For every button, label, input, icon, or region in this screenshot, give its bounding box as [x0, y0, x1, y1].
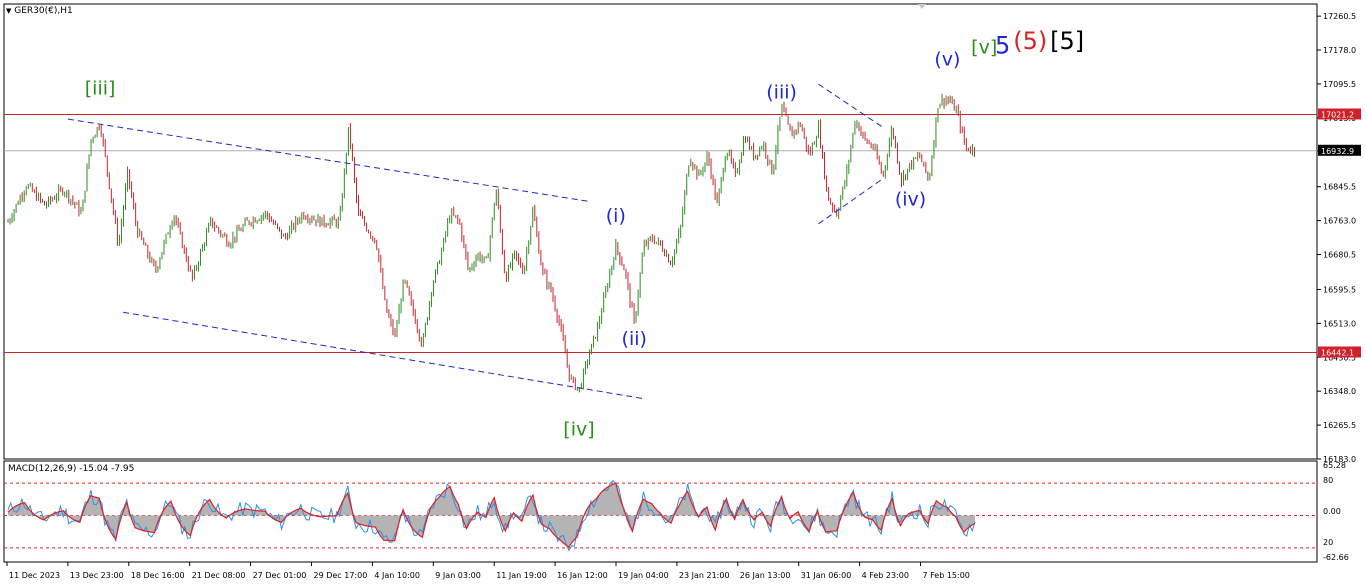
wave-label: 5 [995, 31, 1010, 59]
trendline[interactable] [818, 83, 884, 128]
wave-label: (5) [1013, 27, 1047, 55]
time-tick-label: 19 Jan 04:00 [618, 571, 669, 580]
time-tick-label: 18 Dec 16:00 [131, 571, 185, 580]
trendline[interactable] [123, 311, 644, 400]
wave-label: [iv] [563, 419, 594, 441]
price-label-box [1318, 144, 1361, 156]
time-tick-label: 4 Jan 10:00 [374, 571, 420, 580]
time-tick-label: 26 Jan 13:00 [740, 571, 791, 580]
price-tick-label: 16595.5 [1323, 285, 1356, 294]
price-tick-label: 16265.5 [1323, 421, 1356, 430]
main-price-panel[interactable]: 17260.517178.017095.517013.016932.916845… [3, 3, 1361, 464]
trendline[interactable] [818, 178, 884, 225]
time-tick-label: 23 Jan 21:00 [679, 571, 730, 580]
price-tick-label: 16430.5 [1323, 353, 1356, 362]
price-label-box [1318, 108, 1361, 120]
macd-tick-label: 65.28 [1323, 461, 1346, 470]
price-tick-label: 17178.0 [1323, 46, 1356, 55]
symbol-timeframe-label: GER30(€),H1 [14, 6, 73, 16]
time-tick-label: 9 Jan 03:00 [435, 571, 481, 580]
wave-label: (i) [606, 205, 626, 227]
wave-label: (iv) [895, 188, 926, 210]
time-tick-label: 4 Feb 23:00 [862, 571, 909, 580]
macd-tick-label: 80 [1323, 476, 1333, 485]
price-label-text: 16932.9 [1321, 147, 1354, 156]
chart-title: ▼ GER30(€),H1 [6, 6, 73, 16]
time-axis: 11 Dec 2023 13 Dec 23:00 18 Dec 16:00 21 De… [6, 562, 970, 580]
price-label-box [1318, 346, 1361, 358]
price-tick-label: 17260.5 [1323, 12, 1356, 21]
time-tick-label: 11 Dec 2023 [9, 571, 60, 580]
price-tick-label: 16513.0 [1323, 319, 1356, 328]
time-tick-label: 13 Dec 23:00 [70, 571, 124, 580]
time-tick-label: 7 Feb 15:00 [923, 571, 970, 580]
price-tick-label: 16763.0 [1323, 217, 1356, 226]
price-plot-frame [3, 3, 1318, 460]
macd-histogram [8, 483, 975, 547]
time-tick-label: 11 Jan 19:00 [496, 571, 547, 580]
trendline[interactable] [67, 118, 589, 202]
time-tick-label: 16 Jan 12:00 [557, 571, 608, 580]
macd-tick-label: -62.66 [1323, 553, 1349, 562]
price-tick-label: 17095.5 [1323, 80, 1356, 89]
price-tick-label: 16845.5 [1323, 183, 1356, 192]
price-tick-label: 16348.0 [1323, 387, 1356, 396]
macd-plot-frame [3, 460, 1318, 563]
wave-label: (v) [934, 49, 960, 71]
price-label-text: 17021.2 [1321, 110, 1354, 119]
time-tick-label: 29 Dec 17:00 [314, 571, 368, 580]
macd-signal-line [7, 482, 976, 548]
macd-title: MACD(12,26,9) -15.04 -7.95 [8, 464, 135, 474]
wave-label: [v] [971, 36, 997, 58]
wave-label: [5] [1050, 27, 1084, 55]
shift-marker-icon[interactable] [918, 4, 926, 9]
macd-indicator-panel[interactable]: 65.28 80 0.00 20 -62.66 [3, 460, 1349, 563]
wave-label: (iii) [766, 82, 797, 104]
time-tick-label: 31 Jan 06:00 [801, 571, 852, 580]
wave-label: (ii) [622, 328, 647, 350]
triangle-down-icon[interactable]: ▼ [6, 7, 12, 15]
wave-label: [iii] [85, 77, 116, 99]
time-tick-label: 27 Dec 01:00 [253, 571, 307, 580]
macd-tick-label: 0.00 [1323, 507, 1341, 516]
time-tick-label: 21 Dec 08:00 [192, 571, 246, 580]
price-label-text: 16442.1 [1321, 349, 1354, 358]
price-tick-label: 16183.0 [1323, 455, 1356, 464]
macd-tick-label: 20 [1323, 538, 1333, 547]
price-tick-label: 16680.5 [1323, 251, 1356, 260]
